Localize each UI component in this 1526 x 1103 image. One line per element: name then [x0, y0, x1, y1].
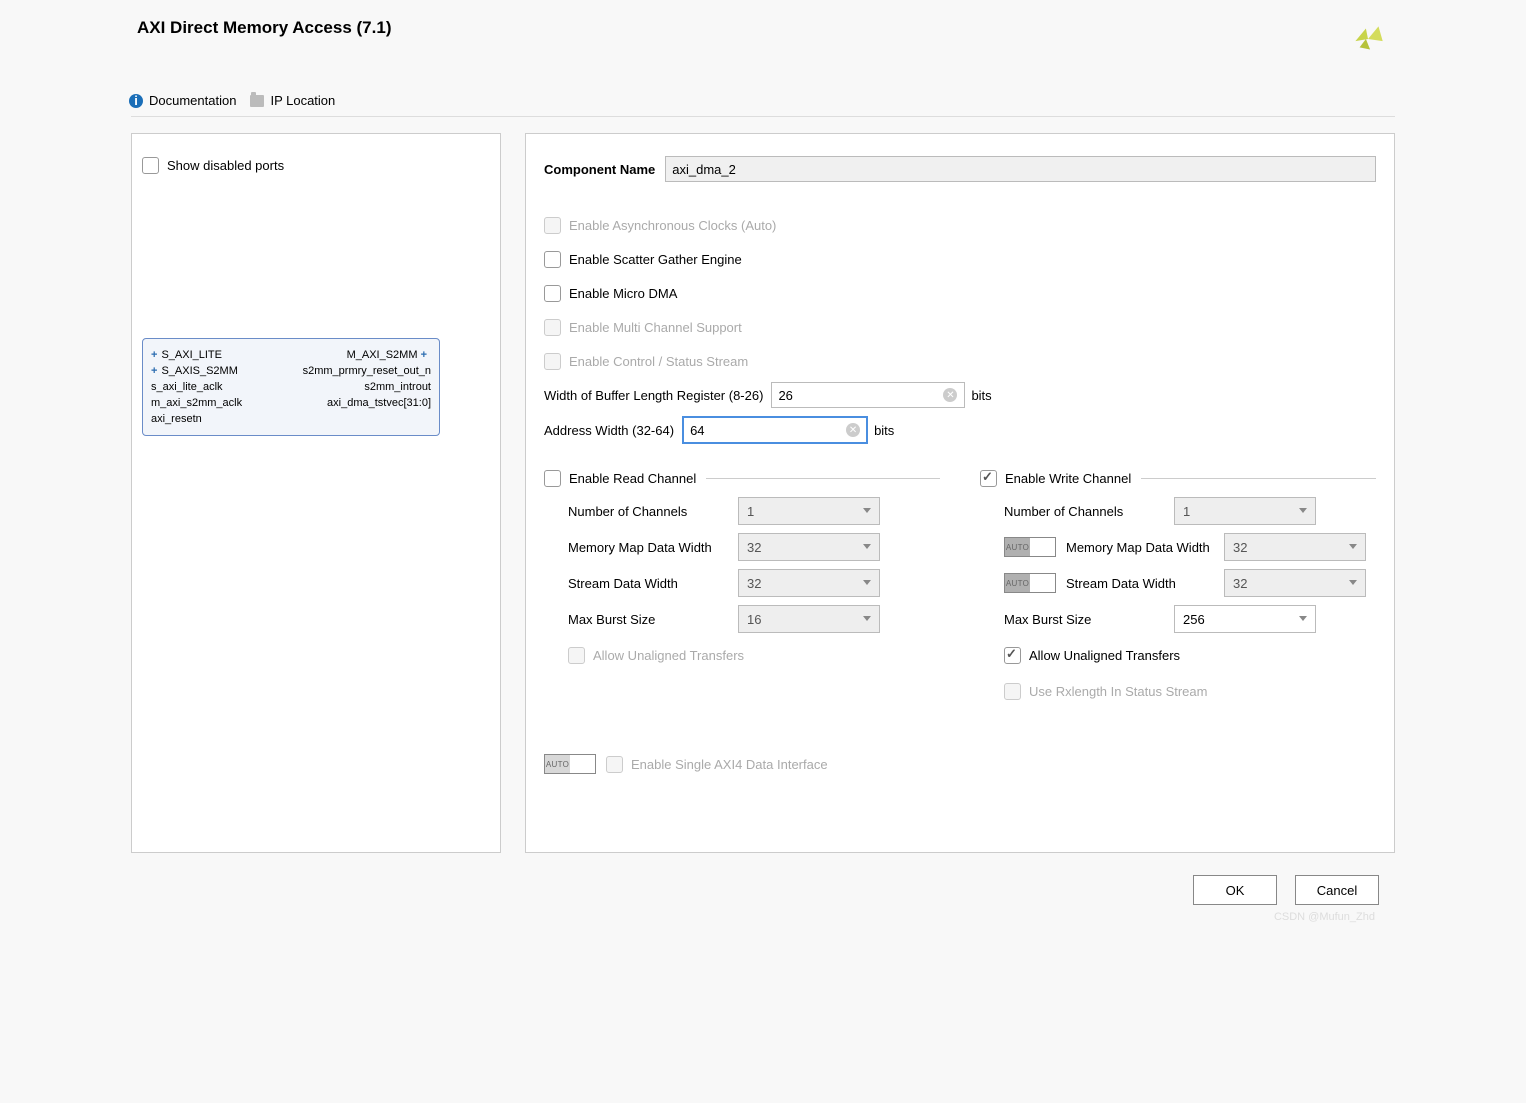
show-disabled-ports-label: Show disabled ports [167, 158, 284, 173]
port-right: M_AXI_S2MM + [303, 349, 431, 361]
enable-single-axi4-label: Enable Single AXI4 Data Interface [631, 757, 828, 772]
ok-button[interactable]: OK [1193, 875, 1277, 905]
enable-sg-label: Enable Scatter Gather Engine [569, 252, 742, 267]
write-mm-select: 32 [1224, 533, 1366, 561]
enable-write-channel-checkbox[interactable] [980, 470, 997, 487]
buffer-width-label: Width of Buffer Length Register (8-26) [544, 388, 763, 403]
port-left: +S_AXI_LITE [151, 349, 242, 361]
write-nch-label: Number of Channels [1004, 504, 1174, 519]
auto-toggle[interactable]: AUTO [1004, 573, 1056, 593]
bits-label: bits [971, 388, 991, 403]
auto-toggle: AUTO [544, 754, 596, 774]
port-left: m_axi_s2mm_aclk [151, 397, 242, 409]
clear-icon[interactable]: ✕ [846, 423, 860, 437]
port-right: s2mm_prmry_reset_out_n [303, 365, 431, 377]
read-bs-label: Max Burst Size [568, 612, 738, 627]
port-right: s2mm_introut [303, 381, 431, 393]
block-diagram-panel: Show disabled ports +S_AXI_LITE +S_AXIS_… [131, 133, 501, 853]
write-bs-label: Max Burst Size [1004, 612, 1174, 627]
write-st-label: Stream Data Width [1066, 576, 1224, 591]
page-title: AXI Direct Memory Access (7.1) [137, 18, 391, 38]
read-st-label: Stream Data Width [568, 576, 738, 591]
port-left: +S_AXIS_S2MM [151, 365, 242, 377]
enable-ctrl-status-checkbox [544, 353, 561, 370]
read-mm-label: Memory Map Data Width [568, 540, 738, 555]
divider [1141, 478, 1376, 479]
enable-sg-checkbox[interactable] [544, 251, 561, 268]
enable-multich-checkbox [544, 319, 561, 336]
write-rxlen-label: Use Rxlength In Status Stream [1029, 684, 1207, 699]
read-unaligned-label: Allow Unaligned Transfers [593, 648, 744, 663]
read-nch-label: Number of Channels [568, 504, 738, 519]
vivado-logo-icon [1347, 18, 1389, 63]
enable-read-channel-checkbox[interactable] [544, 470, 561, 487]
watermark: CSDN @Mufun_Zhd [1274, 911, 1375, 923]
write-st-select: 32 [1224, 569, 1366, 597]
auto-toggle[interactable]: AUTO [1004, 537, 1056, 557]
bits-label: bits [874, 423, 894, 438]
read-st-select: 32 [738, 569, 880, 597]
enable-multich-label: Enable Multi Channel Support [569, 320, 742, 335]
ip-location-label: IP Location [270, 93, 335, 108]
enable-micro-dma-checkbox[interactable] [544, 285, 561, 302]
port-left: s_axi_lite_aclk [151, 381, 242, 393]
enable-micro-dma-label: Enable Micro DMA [569, 286, 677, 301]
component-name-input[interactable] [665, 156, 1376, 182]
component-name-label: Component Name [544, 162, 655, 177]
enable-read-channel-label: Enable Read Channel [569, 471, 696, 486]
auto-toggle-label: AUTO [1005, 538, 1030, 556]
enable-single-axi4-checkbox [606, 756, 623, 773]
enable-write-channel-label: Enable Write Channel [1005, 471, 1131, 486]
folder-icon [250, 95, 264, 107]
documentation-link[interactable]: i Documentation [129, 93, 236, 108]
ip-location-link[interactable]: IP Location [250, 93, 335, 108]
write-unaligned-label: Allow Unaligned Transfers [1029, 648, 1180, 663]
port-left: axi_resetn [151, 413, 242, 425]
divider [706, 478, 940, 479]
enable-async-clocks-checkbox [544, 217, 561, 234]
read-mm-select: 32 [738, 533, 880, 561]
write-mm-label: Memory Map Data Width [1066, 540, 1224, 555]
auto-toggle-label: AUTO [545, 755, 570, 773]
read-bs-select: 16 [738, 605, 880, 633]
port-right: axi_dma_tstvec[31:0] [303, 397, 431, 409]
ip-block-diagram: +S_AXI_LITE +S_AXIS_S2MM s_axi_lite_aclk… [142, 338, 440, 436]
auto-toggle-label: AUTO [1005, 574, 1030, 592]
write-bs-select[interactable]: 256 [1174, 605, 1316, 633]
show-disabled-ports-checkbox[interactable] [142, 157, 159, 174]
read-unaligned-checkbox [568, 647, 585, 664]
enable-async-clocks-label: Enable Asynchronous Clocks (Auto) [569, 218, 776, 233]
address-width-label: Address Width (32-64) [544, 423, 674, 438]
write-nch-select: 1 [1174, 497, 1316, 525]
configuration-panel: Component Name Enable Asynchronous Clock… [525, 133, 1395, 853]
read-nch-select: 1 [738, 497, 880, 525]
enable-ctrl-status-label: Enable Control / Status Stream [569, 354, 748, 369]
buffer-width-input[interactable] [771, 382, 965, 408]
documentation-label: Documentation [149, 93, 236, 108]
cancel-button[interactable]: Cancel [1295, 875, 1379, 905]
write-rxlen-checkbox [1004, 683, 1021, 700]
write-unaligned-checkbox[interactable] [1004, 647, 1021, 664]
address-width-input[interactable] [682, 416, 868, 444]
info-icon: i [129, 94, 143, 108]
